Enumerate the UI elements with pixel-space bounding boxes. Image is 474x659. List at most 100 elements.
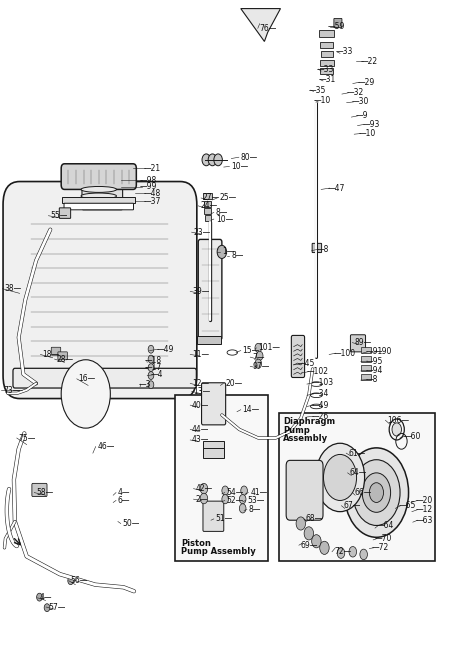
Circle shape xyxy=(353,460,400,525)
FancyBboxPatch shape xyxy=(61,164,137,189)
Text: 66—: 66— xyxy=(354,488,372,497)
Text: —31: —31 xyxy=(318,75,336,84)
Text: —20: —20 xyxy=(416,496,433,505)
Text: 97—: 97— xyxy=(252,362,270,371)
Text: —30: —30 xyxy=(351,98,369,107)
Text: —70: —70 xyxy=(375,534,392,543)
Text: —59: —59 xyxy=(328,22,345,32)
Text: —90: —90 xyxy=(375,347,392,357)
FancyBboxPatch shape xyxy=(59,208,71,218)
Text: 39—: 39— xyxy=(192,287,210,296)
Text: —98: —98 xyxy=(140,176,157,185)
Text: 57—: 57— xyxy=(48,602,65,612)
Bar xyxy=(321,51,333,57)
Circle shape xyxy=(200,493,208,503)
Text: 41—: 41— xyxy=(250,488,267,497)
Text: 52—: 52— xyxy=(227,496,244,505)
Circle shape xyxy=(36,593,42,601)
Text: 8—: 8— xyxy=(216,208,228,217)
Text: 8—: 8— xyxy=(231,251,244,260)
FancyBboxPatch shape xyxy=(334,18,342,28)
Circle shape xyxy=(217,245,227,258)
Text: —49: —49 xyxy=(156,345,174,354)
Bar xyxy=(279,413,436,561)
FancyBboxPatch shape xyxy=(292,335,305,378)
Bar xyxy=(203,442,224,449)
Text: —48: —48 xyxy=(144,189,161,198)
FancyBboxPatch shape xyxy=(58,352,67,360)
Circle shape xyxy=(362,473,391,512)
Text: 10—: 10— xyxy=(216,215,233,223)
Text: 67—: 67— xyxy=(343,501,361,510)
Bar xyxy=(203,193,212,199)
Text: 44—: 44— xyxy=(192,425,210,434)
Circle shape xyxy=(296,517,306,530)
Text: 68—: 68— xyxy=(306,515,323,523)
Circle shape xyxy=(392,423,401,436)
Text: —10: —10 xyxy=(314,96,331,105)
Bar xyxy=(361,365,371,371)
Text: 75—: 75— xyxy=(18,434,36,442)
Text: 23—: 23— xyxy=(193,227,211,237)
FancyBboxPatch shape xyxy=(32,484,47,496)
FancyBboxPatch shape xyxy=(350,335,365,352)
Polygon shape xyxy=(241,9,281,42)
Text: 73—: 73— xyxy=(3,386,20,395)
Circle shape xyxy=(61,360,110,428)
FancyBboxPatch shape xyxy=(82,186,123,210)
Text: 54—: 54— xyxy=(227,488,244,497)
Text: —60: —60 xyxy=(403,432,421,440)
Text: —34: —34 xyxy=(312,389,329,399)
Text: —26: —26 xyxy=(312,412,329,421)
FancyBboxPatch shape xyxy=(3,181,197,399)
Text: —93: —93 xyxy=(362,120,380,129)
Text: 76—: 76— xyxy=(260,24,277,33)
Text: 51—: 51— xyxy=(216,515,233,523)
Circle shape xyxy=(256,351,263,360)
Circle shape xyxy=(239,503,246,513)
Text: —47: —47 xyxy=(328,184,345,192)
Text: Piston: Piston xyxy=(181,538,211,548)
Text: —32: —32 xyxy=(346,88,364,98)
Circle shape xyxy=(304,527,314,540)
Text: —21: —21 xyxy=(144,164,161,173)
Text: —72: —72 xyxy=(372,543,389,552)
Text: 7—: 7— xyxy=(252,353,264,362)
Circle shape xyxy=(369,483,383,502)
FancyBboxPatch shape xyxy=(286,461,323,520)
Bar xyxy=(361,357,371,362)
Circle shape xyxy=(202,154,210,166)
Circle shape xyxy=(241,486,247,495)
Text: Pump: Pump xyxy=(283,426,310,435)
Circle shape xyxy=(214,154,222,166)
Text: —99: —99 xyxy=(140,183,157,191)
Text: 106—: 106— xyxy=(387,416,410,425)
Text: 72—: 72— xyxy=(334,547,351,556)
Text: 11—: 11— xyxy=(192,350,209,359)
Text: —18: —18 xyxy=(145,356,162,365)
Circle shape xyxy=(222,486,228,495)
Circle shape xyxy=(316,444,365,511)
Text: 53—: 53— xyxy=(247,496,265,505)
Circle shape xyxy=(312,534,321,548)
Bar xyxy=(320,69,333,74)
Circle shape xyxy=(337,548,345,558)
Text: 101—: 101— xyxy=(258,343,280,353)
Text: —3: —3 xyxy=(139,380,151,389)
Text: —8: —8 xyxy=(317,244,329,254)
Text: 38—: 38— xyxy=(4,284,22,293)
Text: —33: —33 xyxy=(335,47,353,57)
FancyBboxPatch shape xyxy=(312,243,321,252)
Text: 20—: 20— xyxy=(225,379,242,388)
Text: —22: —22 xyxy=(361,57,378,66)
Text: —103: —103 xyxy=(312,378,334,387)
Bar xyxy=(361,347,371,353)
Circle shape xyxy=(239,494,246,503)
Bar xyxy=(203,448,224,458)
Text: 4—: 4— xyxy=(39,593,52,602)
Text: 42—: 42— xyxy=(195,484,213,493)
Text: 61—: 61— xyxy=(348,449,365,457)
Bar xyxy=(204,208,211,214)
Text: 40—: 40— xyxy=(192,401,210,410)
Text: —91: —91 xyxy=(365,347,383,357)
